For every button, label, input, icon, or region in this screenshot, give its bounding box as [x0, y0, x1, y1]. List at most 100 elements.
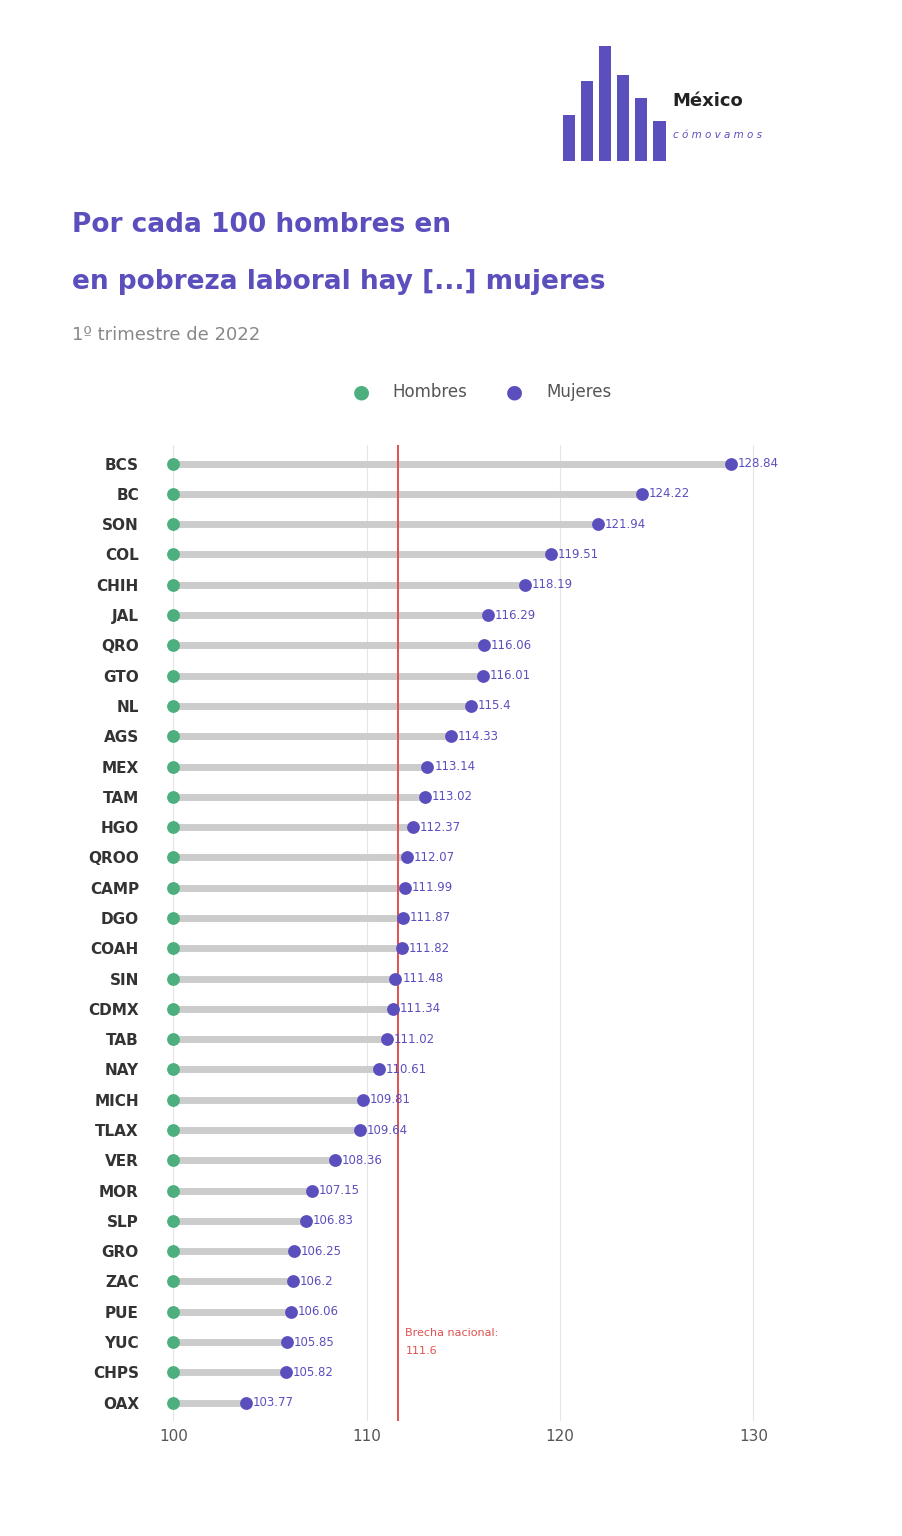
Point	[283, 1299, 298, 1324]
Point	[166, 906, 180, 931]
Point	[464, 694, 478, 719]
Point	[239, 1390, 253, 1415]
Bar	[598, 46, 611, 161]
Text: 1º trimestre de 2022: 1º trimestre de 2022	[72, 326, 260, 344]
Text: 119.51: 119.51	[557, 548, 598, 561]
Point	[385, 997, 400, 1021]
Point	[166, 452, 180, 476]
Text: 111.99: 111.99	[411, 882, 453, 894]
Text: 106.06: 106.06	[297, 1306, 338, 1318]
Point	[166, 935, 180, 960]
Text: 111.6: 111.6	[405, 1346, 437, 1356]
Text: 116.06: 116.06	[490, 639, 531, 651]
Bar	[652, 121, 665, 161]
Point	[443, 723, 457, 748]
Point	[475, 664, 490, 688]
Point	[327, 1147, 342, 1172]
Point	[166, 1330, 180, 1355]
Text: 111.02: 111.02	[393, 1032, 434, 1046]
Point	[279, 1359, 293, 1384]
Point	[418, 785, 432, 809]
Point	[388, 966, 402, 991]
Point	[166, 602, 180, 627]
Bar	[562, 115, 575, 161]
Point	[166, 723, 180, 748]
Point	[481, 602, 495, 627]
Text: 112.07: 112.07	[413, 851, 455, 863]
Point	[166, 966, 180, 991]
Text: 105.85: 105.85	[293, 1335, 334, 1349]
Text: ●: ●	[353, 382, 369, 401]
Point	[279, 1330, 293, 1355]
Text: c ó m o v a m o s: c ó m o v a m o s	[672, 131, 761, 140]
Point	[166, 1359, 180, 1384]
Point	[166, 1118, 180, 1143]
Text: 111.48: 111.48	[401, 972, 443, 985]
Text: 109.81: 109.81	[370, 1094, 410, 1106]
Text: México: México	[672, 92, 742, 111]
Text: 115.4: 115.4	[477, 699, 511, 713]
Point	[400, 845, 414, 869]
Point	[166, 573, 180, 598]
Point	[166, 542, 180, 567]
Text: 114.33: 114.33	[456, 730, 498, 743]
Point	[166, 754, 180, 779]
Text: ELABORADO POR MÉXICO, ¿CÓMO VAMOS? CON DATOS DEL INEGI Y CONEVAL.: ELABORADO POR MÉXICO, ¿CÓMO VAMOS? CON D…	[160, 1491, 742, 1507]
Point	[166, 511, 180, 536]
Point	[590, 511, 604, 536]
Point	[419, 754, 434, 779]
Point	[298, 1209, 312, 1233]
Point	[166, 876, 180, 900]
Text: 105.82: 105.82	[292, 1366, 333, 1379]
Text: 111.87: 111.87	[410, 911, 450, 925]
Text: Hombres: Hombres	[392, 382, 467, 401]
Point	[352, 1118, 366, 1143]
Point	[395, 906, 410, 931]
Text: 116.01: 116.01	[489, 670, 530, 682]
Text: 103.77: 103.77	[253, 1396, 294, 1409]
Text: 111.34: 111.34	[399, 1003, 440, 1015]
Point	[166, 1147, 180, 1172]
Point	[166, 785, 180, 809]
Text: 106.2: 106.2	[299, 1275, 334, 1289]
Point	[166, 1178, 180, 1203]
Point	[543, 542, 557, 567]
Text: 121.94: 121.94	[603, 518, 645, 531]
Point	[166, 845, 180, 869]
Point	[166, 1299, 180, 1324]
Text: 112.37: 112.37	[419, 820, 460, 834]
Point	[518, 573, 532, 598]
Text: 106.25: 106.25	[300, 1244, 342, 1258]
Text: 107.15: 107.15	[318, 1184, 359, 1197]
Point	[634, 482, 649, 507]
Text: Mujeres: Mujeres	[546, 382, 611, 401]
Point	[166, 1240, 180, 1264]
Point	[304, 1178, 318, 1203]
Text: 106.83: 106.83	[312, 1215, 353, 1227]
Text: 108.36: 108.36	[342, 1154, 382, 1167]
Point	[394, 935, 409, 960]
Point	[287, 1240, 301, 1264]
Text: 109.64: 109.64	[366, 1123, 408, 1137]
Point	[166, 1087, 180, 1112]
Point	[166, 1269, 180, 1293]
Text: 113.02: 113.02	[431, 791, 473, 803]
Text: 128.84: 128.84	[737, 458, 778, 470]
Point	[355, 1087, 370, 1112]
Text: 110.61: 110.61	[385, 1063, 426, 1075]
Point	[166, 633, 180, 657]
Point	[286, 1269, 300, 1293]
Point	[166, 1057, 180, 1081]
Point	[379, 1028, 393, 1052]
Bar	[616, 75, 629, 161]
Point	[476, 633, 491, 657]
Point	[398, 876, 412, 900]
Point	[371, 1057, 385, 1081]
Point	[166, 694, 180, 719]
Text: 113.14: 113.14	[434, 760, 474, 773]
Text: 111.82: 111.82	[409, 942, 449, 955]
Point	[166, 1209, 180, 1233]
Text: en pobreza laboral hay [...] mujeres: en pobreza laboral hay [...] mujeres	[72, 269, 605, 295]
Text: ●: ●	[506, 382, 522, 401]
Bar	[634, 98, 647, 161]
